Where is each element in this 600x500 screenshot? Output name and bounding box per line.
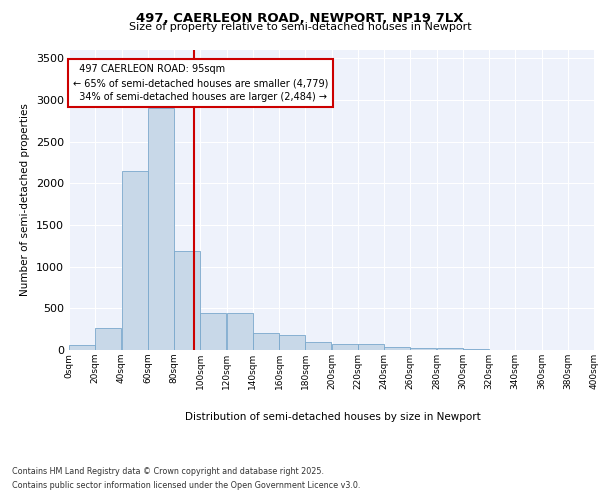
Bar — [437, 348, 463, 350]
Bar — [148, 108, 174, 350]
Bar — [122, 171, 148, 350]
Bar — [227, 312, 253, 350]
Bar — [410, 348, 436, 350]
Text: Contains public sector information licensed under the Open Government Licence v3: Contains public sector information licen… — [12, 481, 361, 490]
Bar — [69, 345, 95, 350]
Text: 497, CAERLEON ROAD, NEWPORT, NP19 7LX: 497, CAERLEON ROAD, NEWPORT, NP19 7LX — [136, 12, 464, 26]
Bar — [305, 342, 331, 350]
Text: Size of property relative to semi-detached houses in Newport: Size of property relative to semi-detach… — [128, 22, 472, 32]
Text: Distribution of semi-detached houses by size in Newport: Distribution of semi-detached houses by … — [185, 412, 481, 422]
Text: Contains HM Land Registry data © Crown copyright and database right 2025.: Contains HM Land Registry data © Crown c… — [12, 468, 324, 476]
Y-axis label: Number of semi-detached properties: Number of semi-detached properties — [20, 104, 31, 296]
Bar — [200, 312, 226, 350]
Bar — [463, 349, 489, 350]
Bar — [384, 346, 410, 350]
Bar — [358, 344, 384, 350]
Bar — [253, 334, 279, 350]
Bar — [332, 344, 358, 350]
Bar — [279, 335, 305, 350]
Bar — [95, 328, 121, 350]
Bar — [174, 251, 200, 350]
Text: 497 CAERLEON ROAD: 95sqm
← 65% of semi-detached houses are smaller (4,779)
  34%: 497 CAERLEON ROAD: 95sqm ← 65% of semi-d… — [73, 64, 328, 102]
